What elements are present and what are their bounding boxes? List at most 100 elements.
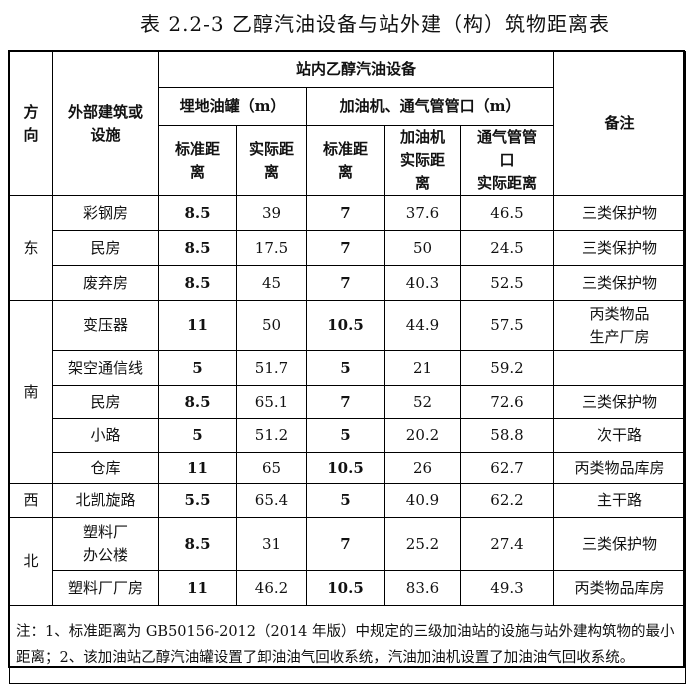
table-title: 表 2.2-3 乙醇汽油设备与站外建（构）筑物距离表 [139,12,610,36]
tank-actual-cell: 17.5 [236,230,307,266]
disp-actual-cell: 44.9 [384,300,461,351]
remark-cell: 丙类物品库房 [553,452,686,484]
facility-cell: 塑料厂厂房 [52,570,159,606]
header-facility: 外部建筑或 设施 [52,51,159,196]
disp-std-cell: 7 [306,265,385,301]
header-tank-actual: 实际距 离 [236,125,307,196]
table-row: 塑料厂厂房 11 46.2 10.5 83.6 49.3 丙类物品库房 [10,570,686,606]
header-tank: 埋地油罐（m） [158,87,307,126]
table-row: 西北凯旋路 5.5 65.4 5 40.9 62.2 主干路 [9,483,686,518]
facility-cell: 民房 [52,385,159,419]
table-row: 北塑料厂 办公楼 8.5 31 7 25.2 27.4 三类保护物 [9,517,686,606]
facility-cell: 废弃房 [52,265,159,301]
table-row: 南变压器 11 50 10.5 44.9 57.5 丙类物品 生产厂房 [9,300,686,484]
tank-std-cell: 5.5 [158,483,237,518]
disp-actual-cell: 40.9 [384,483,461,518]
header-equipment-group: 站内乙醇汽油设备 [158,51,554,88]
header-disp-std: 标准距 离 [306,125,385,196]
vent-actual-cell: 46.5 [460,195,554,231]
disp-actual-cell: 83.6 [384,570,461,606]
remark-cell: 次干路 [553,418,686,453]
vent-actual-cell: 58.8 [460,418,554,453]
tank-actual-cell: 51.2 [236,418,307,453]
tank-actual-cell: 31 [236,517,307,571]
table-row: 架空通信线 5 51.7 5 21 59.2 [10,350,686,386]
tank-std-cell: 11 [158,300,237,351]
tank-std-cell: 8.5 [158,265,237,301]
vent-actual-cell: 24.5 [460,230,554,266]
disp-std-cell: 7 [306,230,385,266]
direction-cell: 北 [9,517,53,606]
vent-actual-cell: 27.4 [460,517,554,571]
tank-actual-cell: 65.4 [236,483,307,518]
tank-actual-cell: 50 [236,300,307,351]
direction-cell: 东 [9,195,53,301]
disp-std-cell: 5 [306,350,385,386]
disp-actual-cell: 20.2 [384,418,461,453]
facility-cell: 仓库 [52,452,159,484]
disp-actual-cell: 26 [384,452,461,484]
remark-cell: 三类保护物 [553,265,686,301]
tank-actual-cell: 39 [236,195,307,231]
tank-std-cell: 5 [158,418,237,453]
disp-std-cell: 10.5 [306,570,385,606]
vent-actual-cell: 59.2 [460,350,554,386]
tank-std-cell: 11 [158,570,237,606]
disp-std-cell: 10.5 [306,300,385,351]
tank-actual-cell: 46.2 [236,570,307,606]
table-row: 仓库 11 65 10.5 26 62.7 丙类物品库房 [10,452,686,484]
header-direction: 方 向 [9,51,53,196]
tank-std-cell: 11 [158,452,237,484]
vent-actual-cell: 62.7 [460,452,554,484]
facility-cell: 小路 [52,418,159,453]
vent-actual-cell: 49.3 [460,570,554,606]
disp-actual-cell: 40.3 [384,265,461,301]
vent-actual-cell: 57.5 [460,300,554,351]
remark-cell: 丙类物品 生产厂房 [553,300,686,351]
header-dispenser: 加油机、通气管管口（m） [306,87,554,126]
remark-cell [553,350,686,386]
disp-std-cell: 7 [306,517,385,571]
vent-actual-cell: 62.2 [460,483,554,518]
facility-cell: 北凯旋路 [52,483,159,518]
vent-actual-cell: 72.6 [460,385,554,419]
facility-cell: 变压器 [52,300,159,351]
tank-std-cell: 5 [158,350,237,386]
remark-cell: 三类保护物 [553,517,686,571]
tank-actual-cell: 65.1 [236,385,307,419]
header-vent-actual: 通气管管 口 实际距离 [460,125,554,196]
facility-cell: 架空通信线 [52,350,159,386]
distance-table: 方 向 外部建筑或 设施 站内乙醇汽油设备 备注 埋地油罐（m） 加油机、通气管… [9,51,686,684]
table-note: 注：1、标准距离为 GB50156-2012（2014 年版）中规定的三级加油站… [9,605,686,684]
disp-std-cell: 5 [306,418,385,453]
direction-cell: 南 [9,300,53,484]
disp-std-cell: 7 [306,385,385,419]
remark-cell: 主干路 [553,483,686,518]
remark-cell: 三类保护物 [553,385,686,419]
header-disp-actual: 加油机 实际距 离 [384,125,461,196]
disp-actual-cell: 21 [384,350,461,386]
tank-actual-cell: 45 [236,265,307,301]
header-remark: 备注 [553,51,686,196]
remark-cell: 三类保护物 [553,230,686,266]
disp-std-cell: 7 [306,195,385,231]
remark-cell: 三类保护物 [553,195,686,231]
disp-actual-cell: 37.6 [384,195,461,231]
facility-cell: 塑料厂 办公楼 [52,517,159,571]
disp-std-cell: 5 [306,483,385,518]
header-tank-std: 标准距 离 [158,125,237,196]
facility-cell: 民房 [52,230,159,266]
tank-std-cell: 8.5 [158,195,237,231]
disp-actual-cell: 50 [384,230,461,266]
disp-actual-cell: 25.2 [384,517,461,571]
table-row: 民房 8.5 17.5 7 50 24.5 三类保护物 [10,230,686,266]
direction-cell: 西 [9,483,53,518]
disp-std-cell: 10.5 [306,452,385,484]
table-row: 民房 8.5 65.1 7 52 72.6 三类保护物 [10,385,686,419]
remark-cell: 丙类物品库房 [553,570,686,606]
tank-std-cell: 8.5 [158,230,237,266]
tank-std-cell: 8.5 [158,517,237,571]
table-row: 小路 5 51.2 5 20.2 58.8 次干路 [10,418,686,453]
tank-std-cell: 8.5 [158,385,237,419]
facility-cell: 彩钢房 [52,195,159,231]
